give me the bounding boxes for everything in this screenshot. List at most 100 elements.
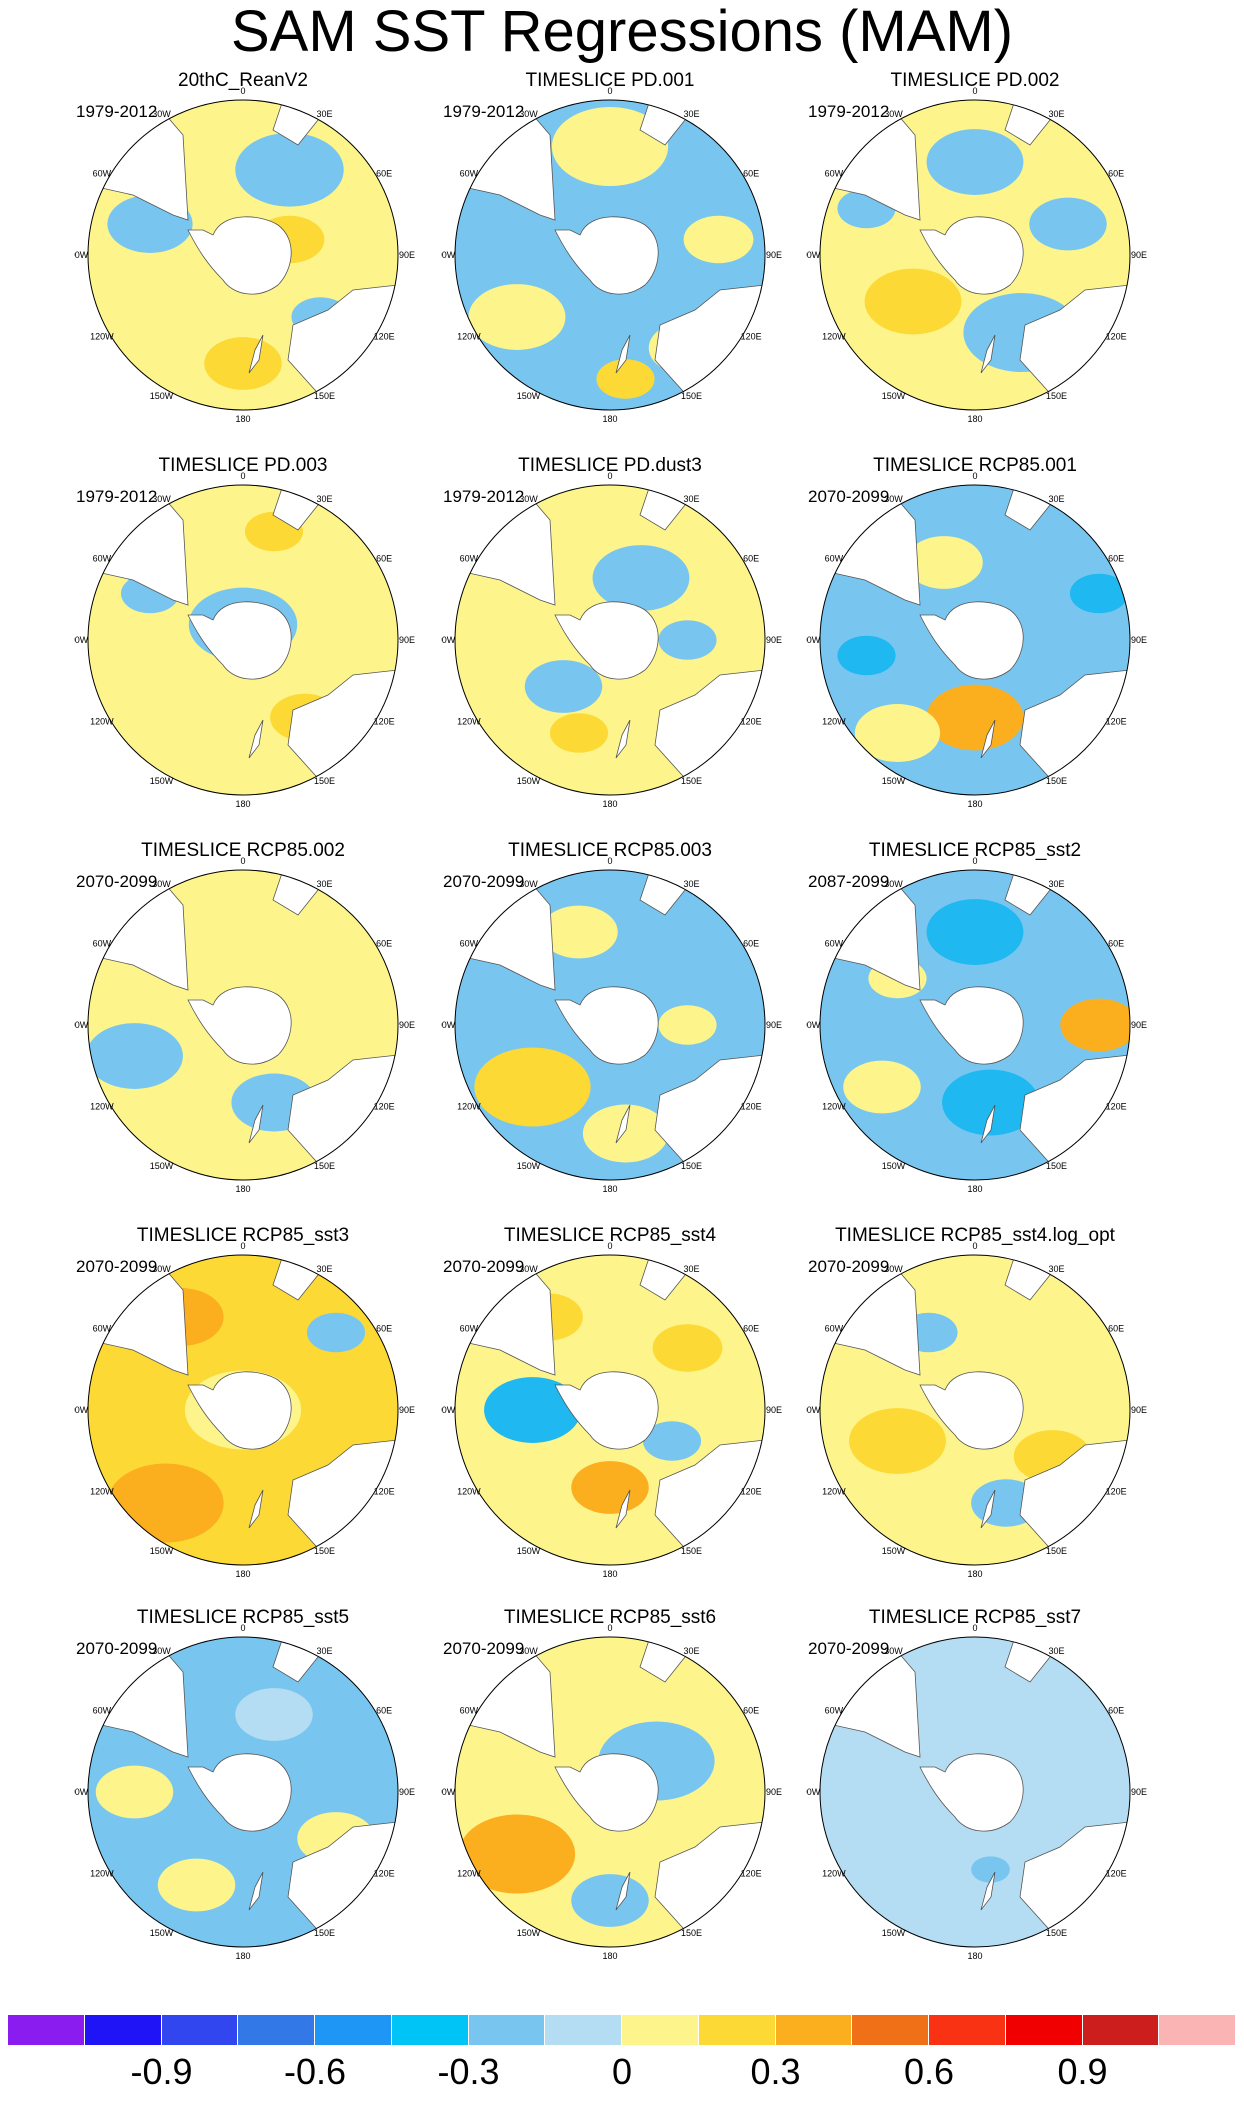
longitude-label: 60E [376, 939, 392, 949]
longitude-label: 30E [683, 494, 699, 504]
longitude-label: 150E [681, 1928, 702, 1938]
antarctica-land [187, 986, 292, 1065]
map-panel: TIMESLICE PD.001 0 30E 60E 90E 120E 150E 180 150… [441, 70, 841, 450]
longitude-label: 60E [743, 554, 759, 564]
period-label: 2070-2099 [443, 872, 525, 891]
longitude-label: 0 [240, 856, 245, 866]
sst-anomaly-region [157, 1858, 236, 1912]
longitude-label: 30W [884, 1646, 903, 1656]
longitude-label: 90W [806, 635, 821, 645]
longitude-label: 90E [1131, 250, 1147, 260]
longitude-label: 120W [822, 1869, 846, 1879]
longitude-label: 120W [90, 1869, 114, 1879]
longitude-label: 150E [681, 1546, 702, 1556]
longitude-label: 120E [374, 1102, 395, 1112]
new-zealand-land [248, 1871, 264, 1911]
longitude-label: 30W [519, 494, 538, 504]
sst-anomaly-region [849, 1408, 946, 1474]
longitude-label: 120W [90, 1487, 114, 1497]
panel-title: TIMESLICE RCP85_sst5 [136, 1607, 350, 1628]
longitude-label: 30E [316, 879, 332, 889]
map-boundary [87, 484, 399, 796]
longitude-label: 150E [1046, 1928, 1067, 1938]
longitude-label: 0 [607, 1623, 612, 1633]
longitude-label: 30E [683, 1646, 699, 1656]
longitude-label: 30E [316, 1646, 332, 1656]
longitude-label: 60E [376, 169, 392, 179]
longitude-label: 90E [766, 635, 782, 645]
panel-title: 20thC_ReanV2 [178, 70, 308, 91]
longitude-label: 60W [93, 939, 112, 949]
longitude-label: 90W [441, 1020, 456, 1030]
colorbar-swatch [545, 2015, 621, 2045]
longitude-label: 180 [235, 1184, 250, 1194]
sst-anomaly-region [173, 921, 251, 974]
longitude-label: 120E [374, 332, 395, 342]
longitude-label: 60W [460, 1324, 479, 1334]
longitude-label: 60W [93, 1706, 112, 1716]
polar-map: 0 30E 60E 90E 120E 150E 180 150W 120W 90W 60W 30W [441, 471, 782, 809]
new-zealand-land [248, 334, 264, 374]
polar-map: 0 30E 60E 90E 120E 150E 180 150W 120W 90W 60W 30W [441, 856, 782, 1194]
longitude-label: 60W [825, 169, 844, 179]
map-panel: TIMESLICE PD.dust3 0 30E 60E 90E 120E 150E 180 1… [441, 455, 841, 835]
panel-title: TIMESLICE RCP85_sst4 [503, 1225, 717, 1246]
longitude-label: 120E [1106, 1487, 1127, 1497]
sst-anomaly-region [642, 1421, 702, 1461]
longitude-label: 150E [314, 776, 335, 786]
period-label: 2087-2099 [808, 872, 890, 891]
longitude-label: 30E [316, 1264, 332, 1274]
period-label: 1979-2012 [808, 102, 890, 121]
longitude-label: 150E [314, 1161, 335, 1171]
map-panel: TIMESLICE PD.002 0 30E 60E 90E 120E 150E 180 150… [806, 70, 1206, 450]
sst-anomaly-region [926, 684, 1024, 751]
sst-anomaly-region [658, 620, 717, 660]
map-panel: TIMESLICE RCP85.003 0 30E 60E 90E 120E 150E 180… [441, 840, 841, 1220]
longitude-label: 90W [74, 635, 89, 645]
sst-anomaly-region [582, 1104, 669, 1163]
map-boundary [454, 99, 766, 411]
sst-anomaly-region [235, 1688, 313, 1741]
map-panel: TIMESLICE PD.003 0 30E 60E 90E 120E 150E 180 150… [74, 455, 474, 835]
polar-map: 0 30E 60E 90E 120E 150E 180 150W 120W 90W 60W 30W [806, 856, 1147, 1194]
longitude-label: 150W [150, 1546, 174, 1556]
longitude-label: 180 [602, 1951, 617, 1961]
longitude-label: 30W [884, 109, 903, 119]
polar-map: 0 30E 60E 90E 120E 150E 180 150W 120W 90W 60W 30W [441, 1241, 782, 1579]
colorbar-swatch [1005, 2015, 1082, 2045]
colorbar-swatch [622, 2015, 698, 2045]
panel-title: TIMESLICE RCP85_sst4.log_opt [835, 1225, 1115, 1246]
longitude-label: 0 [972, 471, 977, 481]
longitude-label: 0 [607, 471, 612, 481]
period-label: 2070-2099 [808, 487, 890, 506]
sst-anomaly-region [571, 1461, 649, 1514]
colorbar-tick-label: -0.3 [437, 2051, 500, 2092]
map-panel: 20thC_ReanV2 0 30E 60E 90E 120E 150E 180 150W 120… [74, 70, 474, 450]
longitude-label: 30E [683, 879, 699, 889]
antarctica-land [554, 601, 659, 680]
colorbar-tick-label: 0 [611, 2051, 633, 2092]
longitude-label: 120E [374, 1487, 395, 1497]
map-boundary [87, 1636, 399, 1948]
map-panel: TIMESLICE RCP85_sst4.log_opt 0 30E 60E 90E 12… [806, 1225, 1206, 1605]
antarctica-land [919, 216, 1024, 295]
sst-anomaly-region [683, 215, 754, 264]
new-zealand-land [615, 1871, 631, 1911]
longitude-label: 90E [766, 1020, 782, 1030]
period-label: 2070-2099 [443, 1257, 525, 1276]
sst-anomaly-region [484, 1377, 581, 1443]
longitude-label: 120W [90, 1102, 114, 1112]
sst-anomaly-region [837, 635, 896, 676]
longitude-label: 150W [517, 1161, 541, 1171]
new-zealand-land [248, 1489, 264, 1529]
longitude-label: 120W [822, 332, 846, 342]
sst-anomaly-region [843, 1060, 921, 1114]
sst-anomaly-region [971, 1856, 1010, 1883]
panel-title: TIMESLICE RCP85_sst2 [868, 840, 1082, 861]
period-label: 1979-2012 [443, 487, 525, 506]
new-zealand-land [615, 334, 631, 374]
longitude-label: 120E [741, 1487, 762, 1497]
longitude-label: 120E [374, 717, 395, 727]
period-label: 2070-2099 [808, 1257, 890, 1276]
